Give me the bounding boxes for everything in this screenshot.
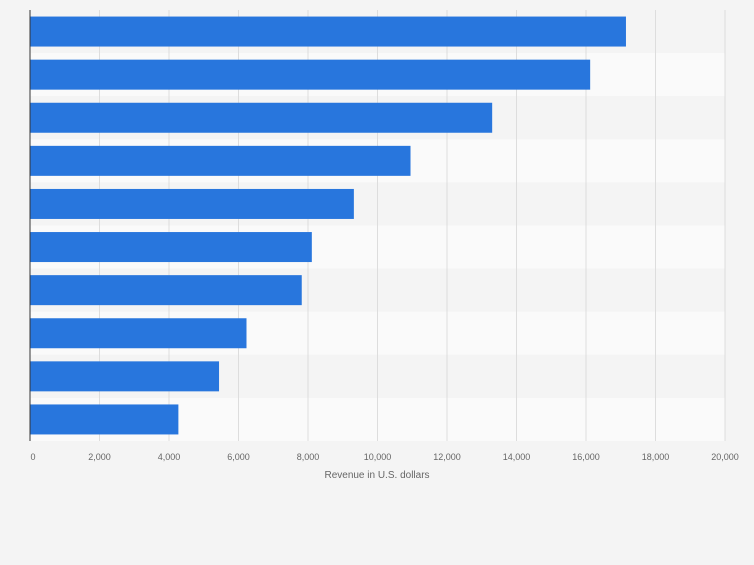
bars	[30, 16, 626, 435]
x-tick-label: 12,000	[433, 452, 461, 462]
x-tick-label: 8,000	[297, 452, 320, 462]
bar	[30, 361, 220, 392]
x-tick-label: 6,000	[227, 452, 250, 462]
x-tick-label: 0	[30, 452, 35, 462]
bar	[30, 404, 179, 435]
x-tick-labels: 0 2,000 4,000 6,000 8,000 10,000 12,000 14,000 1…	[30, 452, 738, 462]
bar	[30, 232, 312, 263]
bar	[30, 188, 354, 219]
x-tick-label: 4,000	[158, 452, 181, 462]
x-tick-label: 20,000	[711, 452, 739, 462]
bar	[30, 275, 302, 306]
bar	[30, 145, 411, 176]
x-tick-label: 10,000	[364, 452, 392, 462]
bar	[30, 318, 247, 349]
bar	[30, 102, 493, 133]
x-tick-label: 16,000	[572, 452, 600, 462]
x-tick-label: 2,000	[88, 452, 111, 462]
x-tick-label: 14,000	[503, 452, 531, 462]
x-tick-label: 18,000	[642, 452, 670, 462]
bar	[30, 59, 591, 90]
x-axis-label: Revenue in U.S. dollars	[324, 470, 429, 481]
bar	[30, 16, 626, 47]
